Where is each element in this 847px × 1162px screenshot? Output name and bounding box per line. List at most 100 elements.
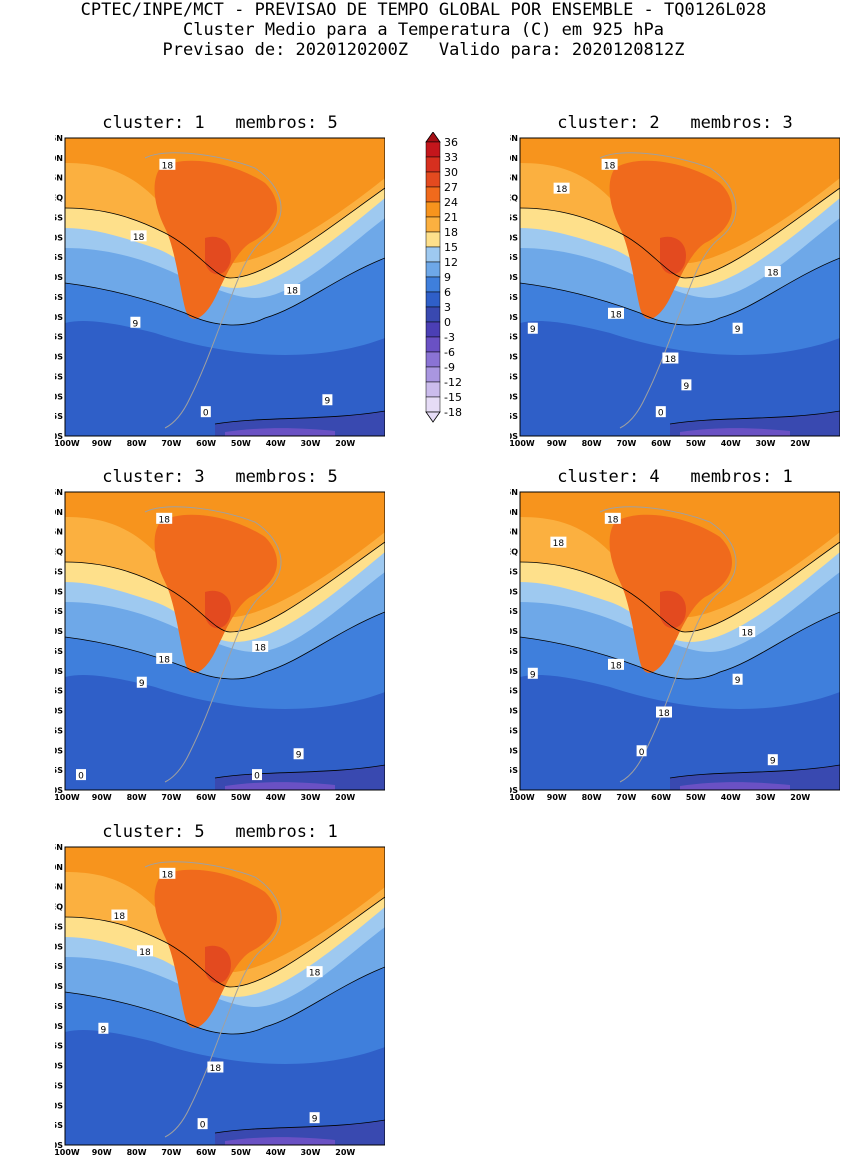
lon-tick-label: 30W	[300, 793, 320, 802]
legend-swatch	[425, 276, 441, 293]
lon-tick-label: 40W	[721, 793, 741, 802]
legend-label: 15	[444, 241, 458, 254]
contour-label: 9	[101, 1025, 107, 1035]
map-frame	[64, 491, 385, 791]
lat-tick-label: 10N	[510, 154, 518, 163]
map-frame	[64, 846, 385, 1146]
lat-tick-label: 60S	[510, 432, 518, 441]
lon-tick-label: 100W	[510, 439, 535, 448]
lat-tick-label: 5N	[55, 174, 63, 183]
contour-label: 18	[309, 969, 321, 979]
lat-tick-label: 5S	[55, 213, 63, 222]
contour-label: 18	[556, 185, 568, 195]
contour-label-bg	[767, 754, 778, 766]
contour-label-bg	[130, 316, 141, 328]
lat-tick-label: 15N	[55, 488, 63, 497]
legend-label: -18	[444, 406, 462, 419]
lon-tick-label: 90W	[92, 1148, 112, 1157]
legend-label: -9	[444, 361, 455, 374]
header-line-1: CPTEC/INPE/MCT - PREVISAO DE TEMPO GLOBA…	[80, 0, 767, 20]
lon-tick-label: 20W	[790, 439, 810, 448]
legend-swatch	[425, 336, 441, 353]
legend-label: 3	[444, 301, 451, 314]
contour-line	[520, 541, 840, 633]
contour-label: 9	[530, 325, 536, 335]
contour-line	[65, 966, 385, 1035]
contour-label-bg	[309, 1112, 320, 1124]
lat-tick-label: 5S	[510, 213, 518, 222]
figure-header: CPTEC/INPE/MCT - PREVISAO DE TEMPO GLOBA…	[0, 0, 847, 60]
lon-tick-label: 40W	[266, 793, 286, 802]
legend-label: -15	[444, 391, 462, 404]
contour-label: 9	[684, 382, 690, 392]
legend-swatch	[425, 171, 441, 188]
contour-label: 18	[139, 948, 151, 958]
panel-title: cluster: 3 membros: 5	[102, 467, 338, 487]
contour-line	[520, 611, 840, 680]
lat-tick-label: 45S	[510, 372, 518, 381]
contour-label: 18	[553, 539, 565, 549]
legend-label: 18	[444, 226, 458, 239]
lat-tick-label: 30S	[55, 313, 63, 322]
lon-tick-label: 90W	[547, 439, 567, 448]
lat-tick-label: 20S	[55, 627, 63, 636]
lat-tick-label: 40S	[55, 353, 63, 362]
map-panel-cluster-5: cluster: 5 membros: 1 18 18 18 18 9 18 0 9 15N 10…	[55, 822, 385, 1162]
contour-line	[65, 541, 385, 633]
lat-tick-label: 10S	[510, 233, 518, 242]
lon-tick-label: 100W	[55, 1148, 80, 1157]
map-svg: 18 18 18 18 9 9 18 0 9 15N 10N 5N EQ 5S 10S 15S 20S 25S 30…	[510, 488, 840, 802]
lat-tick-label: 15S	[510, 253, 518, 262]
contour-label-bg	[604, 512, 621, 524]
contour-label-bg	[608, 307, 624, 319]
lon-tick-label: 100W	[55, 793, 80, 802]
contour-line	[520, 257, 840, 326]
legend-arrow-top	[425, 132, 441, 143]
lat-tick-label: 35S	[55, 333, 63, 342]
temperature-field	[520, 138, 840, 436]
contour-label-bg	[111, 909, 128, 921]
contour-label: 18	[604, 161, 616, 171]
lon-tick-label: 70W	[616, 793, 636, 802]
temperature-field	[520, 492, 840, 790]
lat-tick-label: 15S	[55, 253, 63, 262]
lat-tick-label: 60S	[55, 1141, 63, 1150]
coastline	[144, 506, 282, 783]
lon-tick-label: 50W	[231, 793, 251, 802]
panel-title: cluster: 2 membros: 3	[557, 113, 793, 133]
contour-label: 18	[210, 1064, 222, 1074]
legend-swatch	[425, 381, 441, 398]
legend-swatch	[425, 366, 441, 383]
lon-tick-label: 90W	[92, 793, 112, 802]
lat-tick-label: 55S	[510, 412, 518, 421]
panel-title: cluster: 5 membros: 1	[102, 822, 338, 842]
band-27-30	[205, 236, 231, 275]
contour-line	[214, 410, 385, 425]
lat-tick-label: 10S	[55, 942, 63, 951]
lon-tick-label: 50W	[686, 793, 706, 802]
lon-tick-label: 80W	[127, 439, 147, 448]
contour-label-bg	[76, 769, 86, 781]
lat-tick-label: 10N	[55, 508, 63, 517]
lat-tick-label: 55S	[510, 766, 518, 775]
lon-tick-label: 30W	[300, 1148, 320, 1157]
lat-tick-label: 5S	[55, 567, 63, 576]
legend-swatch	[425, 156, 441, 173]
lat-tick-label: 45S	[55, 726, 63, 735]
coastline	[144, 861, 282, 1138]
contour-label: 9	[325, 397, 331, 407]
contour-label-bg	[207, 1061, 224, 1073]
contour-label: 18	[741, 629, 753, 639]
contour-label: 18	[114, 912, 126, 922]
legend-swatch	[425, 201, 441, 218]
lon-tick-label: 90W	[547, 793, 567, 802]
contour-line	[214, 764, 385, 779]
lat-tick-label: 5S	[55, 922, 63, 931]
lat-tick-label: 45S	[55, 372, 63, 381]
contour-label-bg	[136, 676, 147, 688]
lat-tick-label: 15N	[510, 134, 518, 143]
lon-tick-label: 30W	[300, 439, 320, 448]
contour-line	[520, 187, 840, 279]
lon-tick-label: 40W	[266, 1148, 286, 1157]
